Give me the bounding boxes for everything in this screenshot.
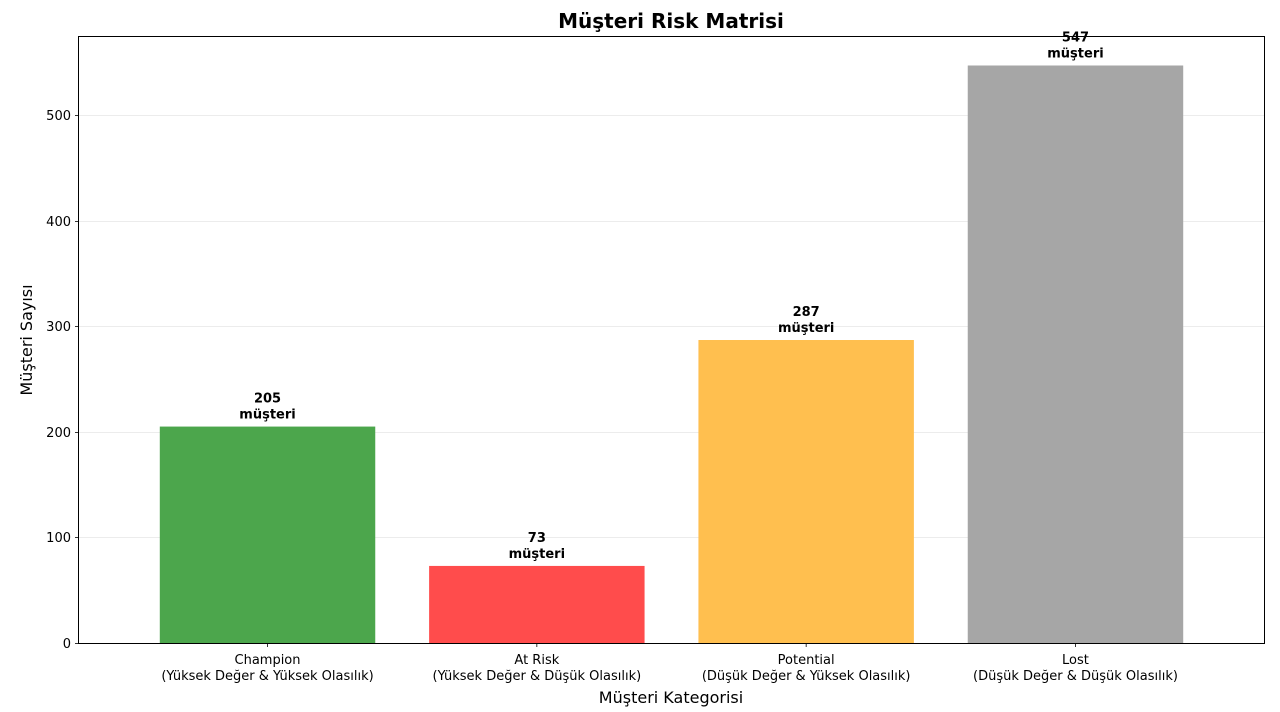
y-axis-label: Müşteri Sayısı bbox=[17, 284, 36, 395]
plot-frame bbox=[78, 36, 1265, 644]
data-label: 287 müşteri bbox=[778, 305, 834, 336]
data-label: 205 müşteri bbox=[239, 392, 295, 423]
bar bbox=[967, 65, 1184, 643]
y-tick-label: 300 bbox=[46, 320, 71, 335]
data-labels: 205 müşteri 73 müşteri 287 müşteri 547 müşteri bbox=[239, 31, 1103, 562]
bar bbox=[698, 340, 914, 643]
bar bbox=[159, 426, 376, 643]
y-tick-label: 400 bbox=[46, 215, 71, 230]
chart-title: Müşteri Risk Matrisi bbox=[558, 9, 784, 33]
y-axis-ticks: 0 100 200 300 400 500 bbox=[46, 109, 79, 652]
y-tick-label: 100 bbox=[46, 531, 71, 546]
data-label: 547 müşteri bbox=[1047, 31, 1103, 62]
x-tick-label: Potential (Düşük Değer & Yüksek Olasılık) bbox=[702, 653, 911, 684]
x-tick-label: Champion (Yüksek Değer & Yüksek Olasılık) bbox=[161, 653, 373, 684]
x-axis-label: Müşteri Kategorisi bbox=[599, 688, 743, 707]
x-tick-label: Lost (Düşük Değer & Düşük Olasılık) bbox=[973, 653, 1178, 684]
y-tick-label: 500 bbox=[46, 109, 71, 124]
x-axis-ticks: Champion (Yüksek Değer & Yüksek Olasılık)… bbox=[161, 643, 1178, 684]
y-tick-label: 200 bbox=[46, 426, 71, 441]
x-tick-label: At Risk (Yüksek Değer & Düşük Olasılık) bbox=[433, 653, 642, 684]
y-tick-label: 0 bbox=[63, 637, 71, 652]
data-label: 73 müşteri bbox=[509, 531, 565, 562]
bars bbox=[159, 65, 1184, 643]
bar bbox=[429, 565, 645, 643]
